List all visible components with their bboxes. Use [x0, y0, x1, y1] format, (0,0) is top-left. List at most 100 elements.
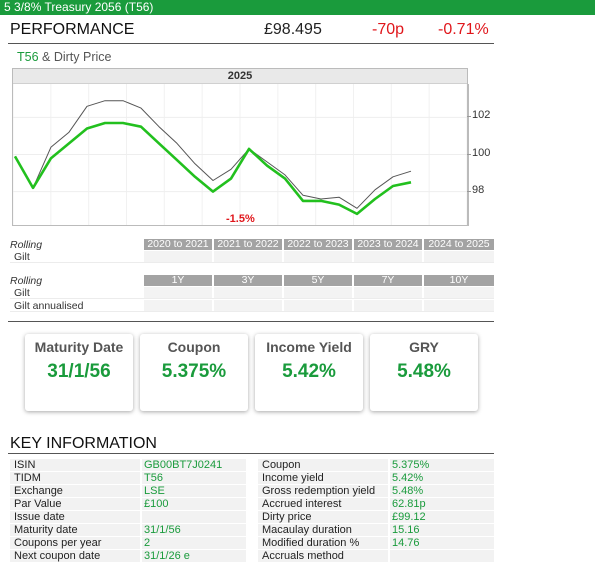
row-label: Gilt annualised	[14, 300, 84, 312]
section-divider	[8, 453, 494, 454]
price-change-percent: -0.71%	[438, 21, 489, 38]
price-change: -70p	[372, 21, 405, 38]
chart-year-label: 2025	[13, 69, 467, 84]
card-title: GRY	[409, 339, 439, 355]
table-row: Exchange LSE	[10, 485, 246, 498]
return-col-1y: 1Y	[144, 275, 212, 286]
info-value	[390, 550, 494, 562]
info-value: 15.16	[390, 524, 494, 536]
info-key: Maturity date	[10, 524, 140, 536]
info-key: Dirty price	[258, 511, 388, 523]
info-value: T56	[142, 472, 246, 484]
period-col-2: 2021 to 2022	[214, 239, 282, 250]
return-col-10y: 10Y	[424, 275, 494, 286]
card-gry: GRY 5.48%	[370, 334, 478, 411]
y-axis: 98 100 102	[466, 83, 508, 226]
section-divider	[8, 321, 494, 322]
chart-change-annotation: -1.5%	[226, 213, 255, 225]
y-tick-label: 102	[466, 109, 491, 122]
title-bar: 5 3/8% Treasury 2056 (T56)	[0, 0, 595, 15]
table-row: Accrued interest 62.81p	[258, 498, 494, 511]
y-axis-line	[468, 84, 469, 226]
info-value: 2	[142, 537, 246, 549]
key-information-title: KEY INFORMATION	[10, 435, 157, 452]
table-row: TIDM T56	[10, 472, 246, 485]
card-income-yield: Income Yield 5.42%	[255, 334, 363, 411]
table-row: Accruals method	[258, 550, 494, 563]
info-key: TIDM	[10, 472, 140, 484]
y-tick-text: 102	[472, 109, 491, 122]
info-key: Income yield	[258, 472, 388, 484]
info-value: 31/1/56	[142, 524, 246, 536]
row-label: Gilt	[14, 251, 30, 263]
card-maturity-date: Maturity Date 31/1/56	[25, 334, 133, 411]
info-value: 5.48%	[390, 485, 494, 497]
period-col-5: 2024 to 2025	[424, 239, 494, 250]
price-chart[interactable]: 2025	[12, 68, 468, 226]
row-label: Gilt	[14, 287, 30, 299]
y-tick-label: 98	[466, 183, 485, 196]
legend-dirty-price: & Dirty Price	[38, 50, 112, 64]
table-row: Next coupon date 31/1/26 e	[10, 550, 246, 563]
y-tick-label: 100	[466, 146, 491, 159]
info-key: Accrued interest	[258, 498, 388, 510]
card-value: 5.42%	[282, 361, 336, 382]
table-row: Gilt	[10, 287, 494, 299]
info-value: 62.81p	[390, 498, 494, 510]
info-key: Gross redemption yield	[258, 485, 388, 497]
table-row: Gross redemption yield 5.48%	[258, 485, 494, 498]
info-value: LSE	[142, 485, 246, 497]
period-col-4: 2023 to 2024	[354, 239, 422, 250]
chart-legend: T56 & Dirty Price	[17, 50, 111, 64]
table-row: Coupon 5.375%	[258, 459, 494, 472]
table-row: Issue date	[10, 511, 246, 524]
card-coupon: Coupon 5.375%	[140, 334, 248, 411]
rolling-returns-table: Rolling 1Y 3Y 5Y 7Y 10Y Gilt Gilt annual…	[10, 275, 494, 315]
period-col-1: 2020 to 2021	[144, 239, 212, 250]
rolling-periods-table: Rolling 2020 to 2021 2021 to 2022 2022 t…	[10, 239, 494, 265]
table-row: Gilt	[10, 251, 494, 263]
rolling-returns-label: Rolling	[10, 275, 43, 287]
table-row: Dirty price £99.12	[258, 511, 494, 524]
table-row: Gilt annualised	[10, 300, 494, 312]
legend-tidm: T56	[17, 50, 39, 64]
table-row: Income yield 5.42%	[258, 472, 494, 485]
table-row: Modified duration % 14.76	[258, 537, 494, 550]
table-row: Maturity date 31/1/56	[10, 524, 246, 537]
y-tick-text: 98	[472, 183, 485, 196]
card-title: Income Yield	[266, 339, 352, 355]
card-value: 5.375%	[161, 361, 227, 382]
table-row: ISIN GB00BT7J0241	[10, 459, 246, 472]
return-col-7y: 7Y	[354, 275, 422, 286]
info-value: 14.76	[390, 537, 494, 549]
performance-title: PERFORMANCE	[10, 21, 135, 38]
period-col-3: 2022 to 2023	[284, 239, 352, 250]
info-key: Coupon	[258, 459, 388, 471]
y-tick-text: 100	[472, 146, 491, 159]
info-value: £99.12	[390, 511, 494, 523]
info-key: ISIN	[10, 459, 140, 471]
chart-plot-area	[13, 84, 467, 225]
info-value: 5.42%	[390, 472, 494, 484]
current-price: £98.495	[264, 21, 322, 38]
key-info-left: ISIN GB00BT7J0241 TIDM T56 Exchange LSE Par Va…	[10, 459, 246, 563]
info-value: 5.375%	[390, 459, 494, 471]
info-value: 31/1/26 e	[142, 550, 246, 562]
table-row: Coupons per year 2	[10, 537, 246, 550]
card-title: Coupon	[167, 339, 221, 355]
card-title: Maturity Date	[34, 339, 124, 355]
card-value: 31/1/56	[47, 361, 111, 382]
return-col-3y: 3Y	[214, 275, 282, 286]
series-line-dirty-price	[14, 100, 412, 209]
info-key: Issue date	[10, 511, 140, 523]
key-info-right: Coupon 5.375% Income yield 5.42% Gross redem…	[258, 459, 494, 563]
info-value: GB00BT7J0241	[142, 459, 246, 471]
card-value: 5.48%	[397, 361, 451, 382]
info-key: Modified duration %	[258, 537, 388, 549]
info-key: Exchange	[10, 485, 140, 497]
table-row: Macaulay duration 15.16	[258, 524, 494, 537]
performance-header: PERFORMANCE £98.495 -70p -0.71%	[8, 18, 494, 44]
return-col-5y: 5Y	[284, 275, 352, 286]
rolling-periods-label: Rolling	[10, 239, 43, 251]
table-row: Par Value £100	[10, 498, 246, 511]
